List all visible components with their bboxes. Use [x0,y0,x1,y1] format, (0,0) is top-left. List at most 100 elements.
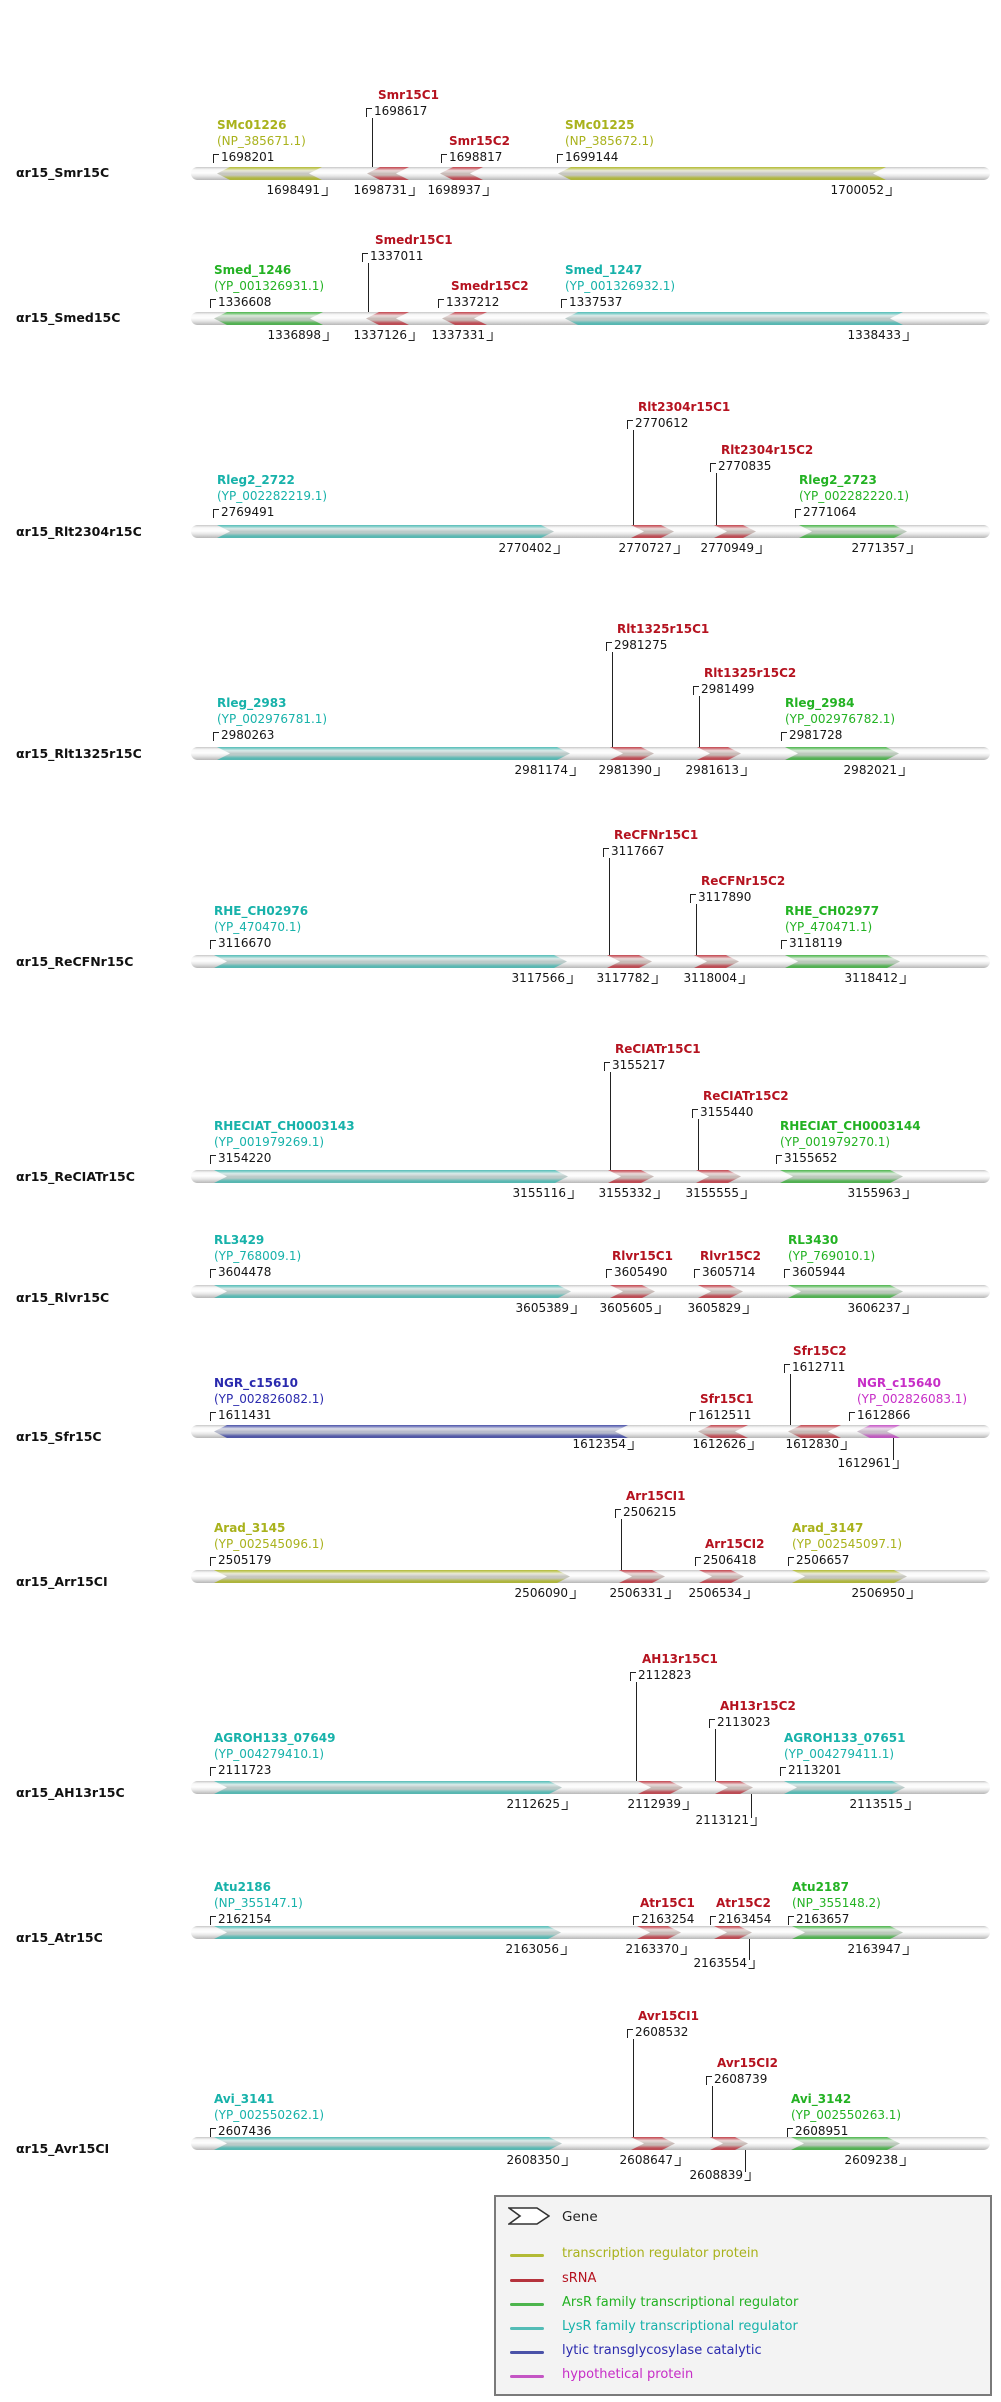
connector-line [612,652,613,747]
start-coord: 3116670 [210,936,271,950]
legend-box: Gene transcription regulator protein sRN… [494,2195,992,2396]
connector-line [633,2039,634,2137]
start-coord: 3155217 [604,1058,665,1072]
connector-line [751,1794,752,1818]
gene-arrow [799,525,907,538]
legend-swatch-hypothetical [510,2375,544,2378]
gene-accession: (NP_355148.2) [792,1896,881,1910]
start-coord: 2505179 [210,1553,271,1567]
start-coord: 2981728 [781,728,842,742]
srna-name: Arr15CI1 [626,1489,686,1503]
start-coord: 3155440 [692,1105,753,1119]
legend-item-label: hypothetical protein [562,2367,694,2382]
gene-accession: (YP_002545096.1) [214,1537,325,1551]
legend-item-label: LysR family transcriptional regulator [562,2319,798,2334]
end-coord: 2982021 [844,763,905,777]
gene-arrow [780,1170,903,1183]
connector-line [621,1519,622,1570]
start-coord: 1337011 [362,249,423,263]
end-coord: 3155332 [599,1186,660,1200]
end-coord: 2981613 [686,763,747,777]
connector-line [893,1438,894,1460]
gene-name: RL3430 [788,1233,839,1247]
locus-label: αr15_AH13r15C [16,1785,125,1800]
start-coord: 2770835 [710,459,771,473]
end-coord: 3155555 [686,1186,747,1200]
end-coord: 1698937 [428,183,489,197]
end-coord: 1612354 [573,1437,634,1451]
locus-label: αr15_Avr15CI [16,2141,110,2156]
end-coord: 1698491 [267,183,328,197]
end-coord: 2163370 [626,1942,687,1956]
connector-line [790,1374,791,1425]
srna-name: AH13r15C2 [720,1699,796,1713]
gene-name: AGROH133_07651 [784,1731,906,1745]
gene-arrow [214,2137,562,2150]
srna-name: AH13r15C1 [642,1652,718,1666]
srna-name: Rlt2304r15C2 [721,443,814,457]
connector-line [699,696,700,747]
end-coord: 3117782 [597,971,658,985]
gene-accession: (YP_769010.1) [788,1249,876,1263]
end-coord: 2771357 [852,541,913,555]
end-coord: 1700052 [831,183,892,197]
locus-label: αr15_Smed15C [16,310,121,325]
gene-name: Atu2187 [792,1880,849,1894]
start-coord: 1698817 [441,150,502,164]
gene-arrow [792,1926,903,1939]
start-coord: 1699144 [557,150,618,164]
gene-name: RHECIAT_CH0003144 [780,1119,921,1133]
start-coord: 2608739 [706,2072,767,2086]
srna-name: Atr15C2 [716,1896,771,1910]
connector-line [368,263,369,312]
gene-arrow [214,1926,561,1939]
start-coord: 3605714 [694,1265,755,1279]
gene-arrow-icon [508,2207,550,2225]
gene-name: RHE_CH02976 [214,904,309,918]
connector-line [610,1072,611,1170]
end-coord: 3155116 [513,1186,574,1200]
end-coord: 2113515 [850,1797,911,1811]
end-coord: 3118004 [684,971,745,985]
gene-name: Smed_1246 [214,263,292,277]
end-coord: 3606237 [848,1301,909,1315]
srna-name: Avr15CI1 [638,2009,699,2023]
end-coord: 1338433 [848,328,909,342]
end-coord: 3118412 [845,971,906,985]
srna-name: Avr15CI2 [717,2056,778,2070]
gene-accession: (YP_002550263.1) [791,2108,902,2122]
legend-swatch-srna [510,2279,544,2282]
start-coord: 2980263 [213,728,274,742]
start-coord: 3155652 [776,1151,837,1165]
srna-name: Smr15C1 [378,88,439,102]
start-coord: 2113023 [709,1715,770,1729]
end-coord: 1612626 [693,1437,754,1451]
legend-item-label: sRNA [562,2271,597,2286]
srna-name: ReCFNr15C2 [701,874,786,888]
connector-line [609,858,610,955]
srna-name: Smr15C2 [449,134,510,148]
end-coord: 3605605 [600,1301,661,1315]
legend-swatch-arsr [510,2303,544,2306]
start-coord: 2608951 [787,2124,848,2138]
gene-arrow [558,167,886,180]
end-coord: 2506331 [610,1586,671,1600]
connector-line [715,1729,716,1781]
srna-name: ReCIATr15C2 [703,1089,789,1103]
gene-accession: (YP_002976781.1) [217,712,328,726]
gene-arrow [214,1570,570,1583]
start-coord: 2769491 [213,505,274,519]
legend-swatch-transcription-regulator [510,2254,544,2257]
end-coord: 2770727 [619,541,680,555]
gene-arrow [791,2137,900,2150]
gene-accession: (YP_001979270.1) [780,1135,891,1149]
gene-arrow [217,747,570,760]
start-coord: 2163657 [788,1912,849,1926]
gene-arrow [214,312,323,325]
end-coord: 1612830 [786,1437,847,1451]
start-coord: 3117667 [603,844,664,858]
start-coord: 1612511 [690,1408,751,1422]
gene-arrow [788,1285,903,1298]
gene-arrow [217,525,554,538]
